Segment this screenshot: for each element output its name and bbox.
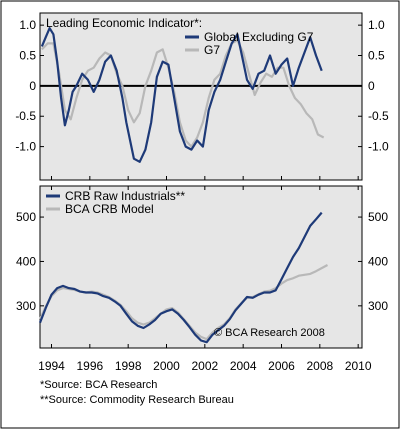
x-tick-label: 1998 bbox=[115, 359, 142, 373]
panel-top-y-tick-label-right: 1.0 bbox=[368, 18, 385, 32]
panel-top-background bbox=[39, 12, 363, 181]
panel-top-y-tick-label-left: 0 bbox=[29, 79, 36, 93]
panel-bottom-y-tick-label-right: 400 bbox=[368, 254, 388, 268]
legend-label-g7: G7 bbox=[204, 43, 220, 57]
panel-bottom-y-tick-label-right: 300 bbox=[368, 299, 388, 313]
x-tick-label: 2004 bbox=[230, 359, 257, 373]
panel-bottom-y-axis: 300 300 400 400 500 500 bbox=[16, 210, 388, 313]
series-line-g7 bbox=[41, 39, 325, 148]
x-tick-label: 2000 bbox=[153, 359, 180, 373]
panel-bottom-y-tick-label-left: 500 bbox=[16, 210, 36, 224]
panel-bottom-y-tick-label-left: 300 bbox=[16, 299, 36, 313]
x-tick-label: 2010 bbox=[345, 359, 372, 373]
panel-top-y-tick-label-left: 0.5 bbox=[19, 49, 36, 63]
x-tick-label: 2008 bbox=[306, 359, 333, 373]
panel-top-y-tick-label-left: 1.0 bbox=[19, 18, 36, 32]
legend-label-bca-crb-model: BCA CRB Model bbox=[65, 202, 154, 216]
x-tick-label: 1996 bbox=[76, 359, 103, 373]
panel-top-y-tick-label-left: -0.5 bbox=[15, 109, 36, 123]
panel-top-y-tick-label-right: 0 bbox=[368, 79, 375, 93]
panel-top-y-tick-label-right: -1.0 bbox=[368, 140, 389, 154]
legend-label-crb-raw-industrials: CRB Raw Industrials** bbox=[65, 189, 185, 203]
x-tick-label: 2002 bbox=[191, 359, 218, 373]
panel-top-y-tick-label-left: -1.0 bbox=[15, 140, 36, 154]
legend-label-global-excluding-g7: Global Excluding G7 bbox=[204, 30, 314, 44]
x-tick-label: 2006 bbox=[268, 359, 295, 373]
panel-leading-indicator: -1.0 -1.0 -0.5 -0.5 0 0 0.5 0.5 1.0 1.0 Leading E… bbox=[15, 12, 389, 181]
x-tick-label: 1994 bbox=[38, 359, 65, 373]
series-line-global-excluding-g7 bbox=[40, 27, 323, 163]
panel-top-y-axis: -1.0 -1.0 -0.5 -0.5 0 0 0.5 0.5 1.0 1.0 bbox=[15, 18, 389, 153]
panel-top-y-tick-label-right: -0.5 bbox=[368, 109, 389, 123]
panel-bottom-background bbox=[39, 185, 363, 349]
series-line-crb-raw-industrials bbox=[38, 211, 323, 344]
panel-crb: 300 300 400 400 500 500 1994 1996 1998 2000 2002 2… bbox=[16, 176, 388, 373]
footnote-bca-source: *Source: BCA Research bbox=[40, 379, 158, 391]
panel-top-title: Leading Economic Indicator*: bbox=[46, 16, 202, 30]
panel-bottom-series-lines bbox=[38, 211, 329, 344]
footnote-crb-source: **Source: Commodity Research Bureau bbox=[40, 394, 234, 406]
panel-bottom-y-tick-label-right: 500 bbox=[368, 210, 388, 224]
copyright-annotation: © BCA Research 2008 bbox=[214, 327, 325, 339]
panel-top-y-tick-label-right: 0.5 bbox=[368, 49, 385, 63]
panel-top-series-lines bbox=[40, 27, 362, 163]
panel-bottom-y-tick-label-left: 400 bbox=[16, 254, 36, 268]
x-axis: 1994 1996 1998 2000 2002 2004 2006 2008 2010 bbox=[38, 176, 372, 373]
